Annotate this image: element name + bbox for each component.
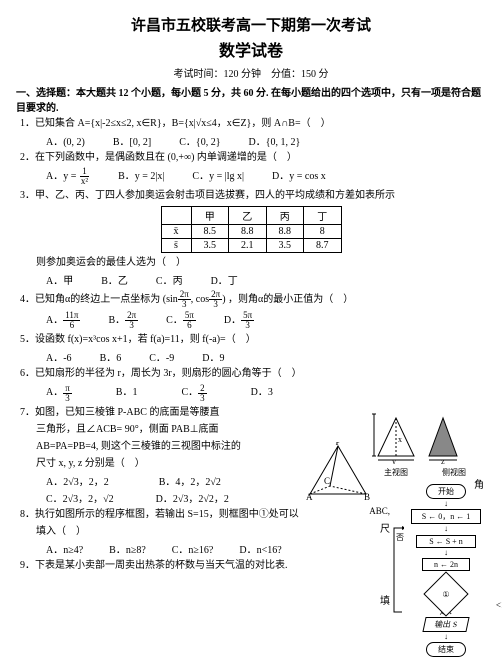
q6-d: D．3 <box>251 383 273 402</box>
q1-a: A．(0, 2) <box>46 133 85 148</box>
q7-a: A．2√3，2，2 <box>46 473 109 488</box>
q4: 4．已知角α的终边上一点坐标为 (sin2π3, cos2π3) ，则角α的最小… <box>20 290 482 309</box>
q1-c: C．{0, 2} <box>179 133 220 148</box>
svg-text:C: C <box>324 476 330 486</box>
q7-l4: 尺寸 x, y, z 分别是（ ） <box>36 457 276 471</box>
section-1-header: 一、选择题：本大题共 12 个小题，每小题 5 分，共 60 分. 在每小题给出… <box>16 84 486 114</box>
q3-a: A．甲 <box>46 272 73 287</box>
q3-b: B．乙 <box>101 272 128 287</box>
q5-b: B．6 <box>100 349 122 364</box>
q1-b: B．[0, 2] <box>113 133 151 148</box>
q1-d: D．{0, 1, 2} <box>249 133 301 148</box>
q6-b: B．1 <box>116 383 138 402</box>
q8: 8．执行如图所示的程序框图，若输出 S=15，则框图中①处可以 <box>20 508 360 522</box>
q2-c: C．y = |lg x| <box>192 167 244 186</box>
q4-choices: A．11π6 B．2π3 C．5π6 D．5π3 <box>46 311 474 330</box>
q1-choices: A．(0, 2) B．[0, 2] C．{0, 2} D．{0, 1, 2} <box>46 133 474 148</box>
q8-end: 填 <box>380 592 390 607</box>
q2-a: A．y = 1x² <box>46 167 90 186</box>
q1: 1．已知集合 A={x|-2≤x≤2, x∈R}，B={x|√x≤4，x∈Z}，… <box>20 117 482 131</box>
q7-b: B．4，2，2√2 <box>159 473 221 488</box>
q8-d: D．n<16? <box>239 541 281 556</box>
q5: 5．设函数 f(x)=x³cos x+1，若 f(a)=11，则 f(-a)=（… <box>20 333 482 347</box>
q3-table: 甲乙丙丁 x̄8.58.88.88 s̄3.52.13.58.7 <box>161 206 342 253</box>
q2-b: B．y = 2|x| <box>118 167 164 186</box>
fc-upd: S ← S + n <box>416 535 476 548</box>
q6-c: C．23 <box>181 383 206 402</box>
q6-choices: A．π3 B．1 C．23 D．3 <box>46 383 474 402</box>
q4-d: D．5π3 <box>224 311 254 330</box>
q7-l2: 三角形，且∠ACB= 90°，侧面 PAB⊥底面 <box>36 423 276 437</box>
q3-d: D．丁 <box>211 272 238 287</box>
q4-c: C．5π6 <box>166 311 196 330</box>
q3-choices: A．甲 B．乙 C．丙 D．丁 <box>46 272 474 287</box>
q5-c: C．-9 <box>149 349 174 364</box>
fc-upd2: n ← 2n <box>422 558 470 571</box>
fc-start: 开始 <box>426 484 466 499</box>
q7-c: C．2√3，2，√2 <box>46 490 114 505</box>
q5-a: A．-6 <box>46 349 72 364</box>
q8-c: C．n≥16? <box>172 541 214 556</box>
q6-a: A．π3 <box>46 383 72 402</box>
q8-b: B．n≥8? <box>109 541 146 556</box>
flowchart: 开始 ↓ S ← 0，n ← 1 ↓ S ← S + n ↓ n ← 2n ↓ … <box>400 482 492 659</box>
q3-c: C．丙 <box>156 272 183 287</box>
q3: 3．甲、乙、丙、丁四人参加奥运会射击项目选拔赛，四人的平均成绩和方差如表所示 <box>20 189 482 203</box>
q7-l3: AB=PA=PB=4, 则这个三棱锥的三视图中标注的 <box>36 440 286 454</box>
svg-text:x: x <box>398 435 402 444</box>
fc-out: 输出 S <box>422 617 469 632</box>
q7-l1: 7．如图，已知三棱锥 P-ABC 的底面是等腰直 <box>20 406 280 420</box>
fc-init: S ← 0，n ← 1 <box>411 509 481 524</box>
q4-a: A．11π6 <box>46 311 80 330</box>
fc-end: 结束 <box>426 642 466 657</box>
view-side-label: 侧视图 <box>434 467 474 478</box>
exam-title: 许昌市五校联考高一下期第一次考试 <box>0 14 502 35</box>
q2-d: D．y = cos x <box>272 167 326 186</box>
exam-info: 考试时间：120 分钟 分值：150 分 <box>0 65 502 80</box>
svg-text:A: A <box>306 492 313 502</box>
exam-subject: 数学试卷 <box>0 37 502 61</box>
q3-sub: 则参加奥运会的最佳人选为（ ） <box>36 256 482 270</box>
fc-cond: ① <box>423 582 469 606</box>
q7-end2: ABC, <box>369 506 390 516</box>
q5-d: D．9 <box>202 349 224 364</box>
svg-text:B: B <box>364 492 370 502</box>
three-views: x y z 主视图 侧视图 <box>372 412 474 478</box>
view-main-label: 主视图 <box>372 467 420 478</box>
fc-cond-label: <16? <box>496 600 502 610</box>
q2-choices: A．y = 1x² B．y = 2|x| C．y = |lg x| D．y = … <box>46 167 474 186</box>
q2: 2．在下列函数中，是偶函数且在 (0,+∞) 内单调递增的是（ ） <box>20 151 482 165</box>
q6: 6．已知扇形的半径为 r，周长为 3r，则扇形的圆心角等于（ ） <box>20 367 482 381</box>
svg-text:P: P <box>335 442 340 447</box>
tetrahedron-figure: P A B C <box>302 442 374 504</box>
q5-choices: A．-6 B．6 C．-9 D．9 <box>46 349 474 364</box>
q9: 9．下表是某小卖部一周卖出热茶的杯数与当天气温的对比表. <box>20 559 360 573</box>
q7-d: D．2√3，2√2，2 <box>156 490 229 505</box>
q4-b: B．2π3 <box>108 311 138 330</box>
q8-a: A．n≥4? <box>46 541 83 556</box>
